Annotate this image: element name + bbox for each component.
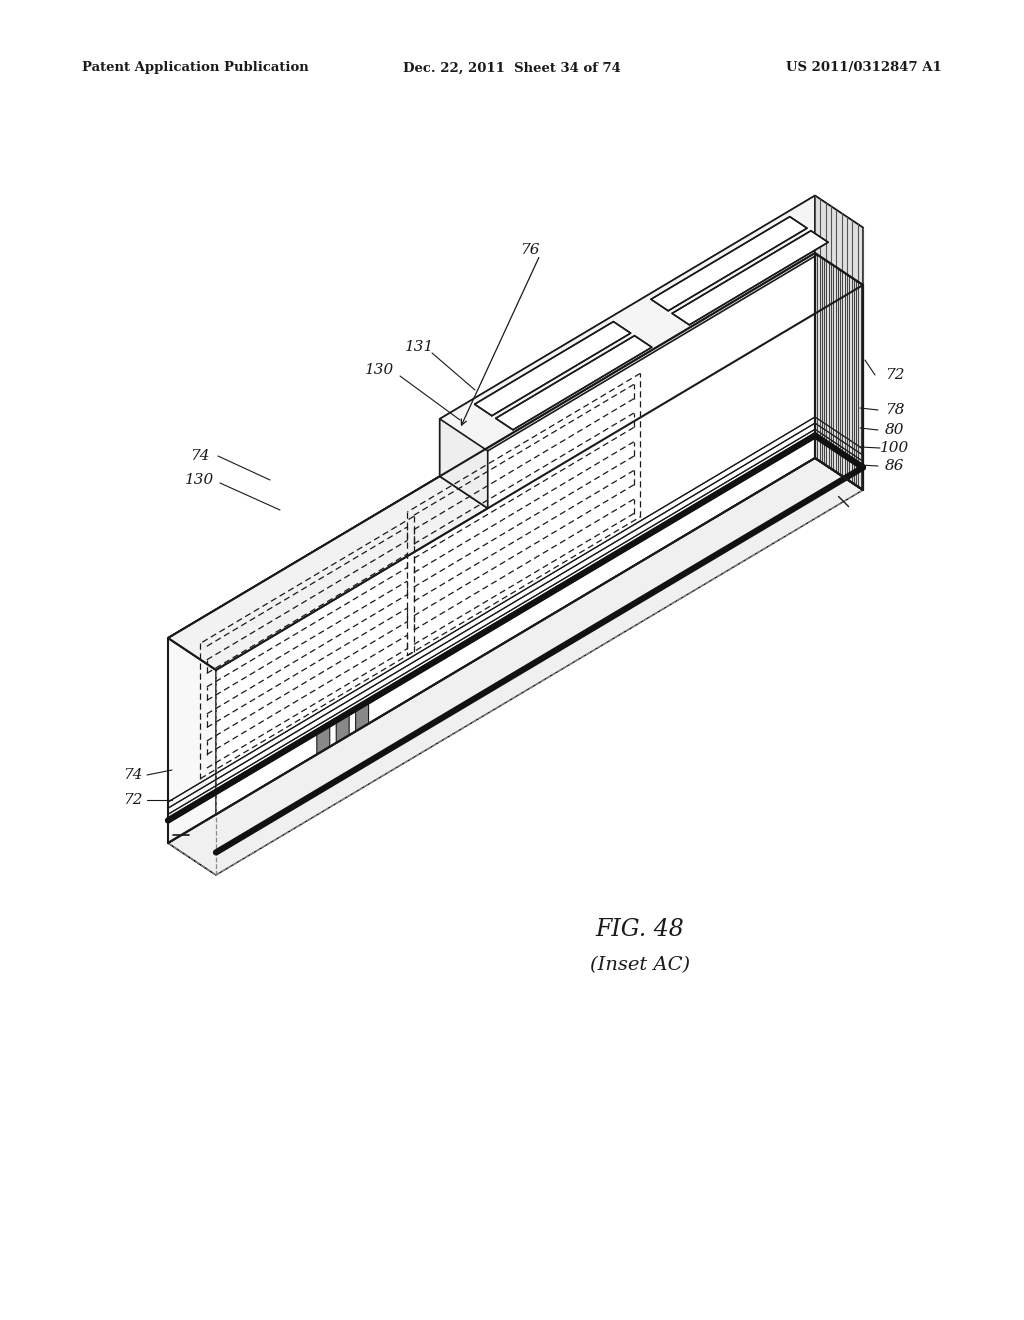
- Text: 78: 78: [886, 403, 905, 417]
- Polygon shape: [815, 195, 863, 285]
- Text: Dec. 22, 2011  Sheet 34 of 74: Dec. 22, 2011 Sheet 34 of 74: [403, 62, 621, 74]
- Text: 72: 72: [886, 368, 905, 381]
- Text: 74: 74: [190, 449, 210, 463]
- Text: 76: 76: [520, 243, 540, 257]
- Polygon shape: [168, 477, 487, 671]
- Polygon shape: [496, 335, 652, 430]
- Polygon shape: [316, 726, 330, 755]
- Polygon shape: [168, 253, 815, 843]
- Text: (Inset AC): (Inset AC): [590, 956, 690, 974]
- Text: 72: 72: [123, 793, 142, 807]
- Polygon shape: [439, 418, 487, 508]
- Text: US 2011/0312847 A1: US 2011/0312847 A1: [786, 62, 942, 74]
- Text: 130: 130: [366, 363, 394, 378]
- Text: 130: 130: [185, 473, 215, 487]
- Text: 86: 86: [886, 459, 905, 473]
- Polygon shape: [439, 195, 815, 477]
- Polygon shape: [815, 253, 863, 490]
- Polygon shape: [168, 253, 863, 671]
- Text: FIG. 48: FIG. 48: [596, 919, 684, 941]
- Text: 100: 100: [881, 441, 909, 455]
- Polygon shape: [355, 704, 369, 731]
- Text: Patent Application Publication: Patent Application Publication: [82, 62, 309, 74]
- Polygon shape: [651, 216, 807, 310]
- Polygon shape: [474, 322, 631, 416]
- Text: 80: 80: [886, 422, 905, 437]
- Polygon shape: [336, 714, 349, 743]
- Polygon shape: [439, 195, 863, 451]
- Polygon shape: [672, 231, 828, 325]
- Polygon shape: [168, 458, 863, 875]
- Text: 74: 74: [123, 768, 142, 781]
- Polygon shape: [168, 638, 216, 875]
- Text: 131: 131: [406, 341, 434, 354]
